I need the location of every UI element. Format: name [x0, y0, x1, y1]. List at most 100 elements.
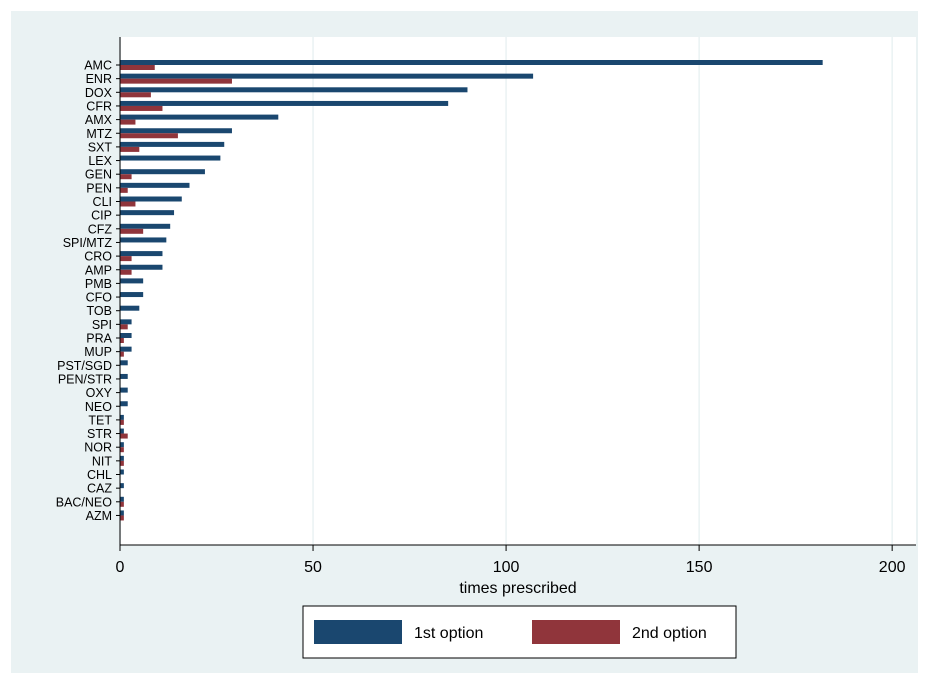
bar-1st-option	[120, 387, 128, 393]
bar-2nd-option	[120, 92, 151, 98]
bar-2nd-option	[120, 133, 178, 139]
y-tick-label: CRO	[84, 250, 112, 264]
y-tick-label: AZM	[86, 509, 112, 523]
bar-2nd-option	[120, 146, 140, 152]
y-tick-label: CAZ	[87, 482, 112, 496]
y-tick-label: SXT	[88, 140, 113, 154]
y-tick-label: PMB	[85, 277, 112, 291]
bar-2nd-option	[120, 78, 232, 84]
y-tick-label: SPI/MTZ	[63, 236, 113, 250]
bar-1st-option	[120, 483, 124, 489]
bar-1st-option	[120, 251, 163, 257]
x-tick-label: 0	[116, 559, 125, 576]
y-tick-label: PEN/STR	[58, 372, 112, 386]
y-tick-label: AMC	[84, 59, 112, 73]
bar-1st-option	[120, 141, 225, 147]
bar-2nd-option	[120, 447, 124, 453]
bar-1st-option	[120, 373, 128, 379]
bar-2nd-option	[120, 419, 124, 425]
y-tick-labels: AMCENRDOXCFRAMXMTZSXTLEXGENPENCLICIPCFZS…	[56, 59, 120, 523]
bar-1st-option	[120, 114, 279, 120]
legend-swatch-1st-option	[314, 620, 402, 644]
y-tick-label: CLI	[93, 195, 112, 209]
y-tick-label: BAC/NEO	[56, 495, 113, 509]
bar-2nd-option	[120, 65, 155, 70]
bar-1st-option	[120, 155, 221, 161]
bar-1st-option	[120, 305, 140, 311]
plot-area	[121, 37, 916, 545]
bar-1st-option	[120, 100, 449, 106]
bar-1st-option	[120, 428, 124, 434]
y-tick-label: LEX	[88, 154, 112, 168]
bar-1st-option	[120, 223, 171, 229]
bar-1st-option	[120, 319, 132, 325]
y-tick-label: NIT	[92, 454, 113, 468]
y-tick-label: MTZ	[86, 127, 112, 141]
y-tick-label: GEN	[85, 168, 112, 182]
legend-label-2nd-option: 2nd option	[632, 625, 707, 642]
bar-2nd-option	[120, 119, 136, 125]
y-tick-label: PEN	[86, 181, 112, 195]
y-tick-label: CFR	[86, 99, 112, 113]
bar-2nd-option	[120, 433, 128, 439]
y-tick-label: TET	[88, 413, 112, 427]
y-tick-label: NOR	[84, 441, 112, 455]
bar-1st-option	[120, 455, 124, 461]
bar-2nd-option	[120, 501, 124, 507]
bar-1st-option	[120, 496, 124, 502]
bar-1st-option	[120, 264, 163, 270]
y-tick-label: OXY	[86, 386, 113, 400]
bar-1st-option	[120, 278, 144, 284]
x-tick-label: 50	[304, 559, 322, 576]
bar-2nd-option	[120, 269, 132, 275]
y-tick-label: STR	[87, 427, 112, 441]
bar-1st-option	[120, 210, 175, 216]
y-tick-label: NEO	[85, 400, 112, 414]
bar-1st-option	[120, 469, 124, 475]
bar-2nd-option	[120, 338, 124, 343]
bar-2nd-option	[120, 228, 144, 234]
bar-2nd-option	[120, 201, 136, 207]
bar-2nd-option	[120, 324, 128, 330]
bar-1st-option	[120, 237, 167, 243]
bar-2nd-option	[120, 351, 124, 357]
bar-1st-option	[120, 182, 190, 188]
y-tick-label: CFZ	[88, 222, 113, 236]
bar-1st-option	[120, 196, 182, 202]
bar-2nd-option	[120, 515, 124, 521]
y-tick-label: MUP	[84, 345, 112, 359]
bar-1st-option	[120, 333, 132, 338]
y-tick-label: CFO	[86, 291, 113, 305]
bar-1st-option	[120, 128, 232, 134]
y-tick-label: AMP	[85, 263, 112, 277]
bar-1st-option	[120, 169, 205, 175]
y-tick-label: SPI	[92, 318, 112, 332]
bar-2nd-option	[120, 256, 132, 262]
y-tick-label: CIP	[91, 209, 112, 223]
y-tick-label: CHL	[87, 468, 112, 482]
bar-1st-option	[120, 292, 144, 298]
bar-1st-option	[120, 73, 534, 79]
x-tick-label: 200	[879, 559, 906, 576]
bar-2nd-option	[120, 460, 124, 466]
y-tick-label: DOX	[85, 86, 113, 100]
x-tick-label: 100	[493, 559, 520, 576]
bar-1st-option	[120, 510, 124, 516]
bar-1st-option	[120, 442, 124, 448]
grid-lines	[312, 37, 893, 545]
bar-1st-option	[120, 346, 132, 352]
bar-2nd-option	[120, 187, 128, 193]
x-tick-labels: 0 50 100 150 200	[116, 545, 906, 576]
legend: 1st option 2nd option	[302, 605, 737, 659]
bar-1st-option	[120, 401, 128, 407]
y-tick-label: PST/SGD	[57, 359, 112, 373]
bar-1st-option	[120, 360, 128, 366]
x-axis-title: times prescribed	[459, 580, 576, 597]
bar-2nd-option	[120, 174, 132, 180]
bar-1st-option	[120, 414, 124, 420]
bars	[120, 60, 823, 521]
legend-label-1st-option: 1st option	[414, 625, 483, 642]
x-tick-label: 150	[686, 559, 713, 576]
y-tick-label: AMX	[85, 113, 113, 127]
